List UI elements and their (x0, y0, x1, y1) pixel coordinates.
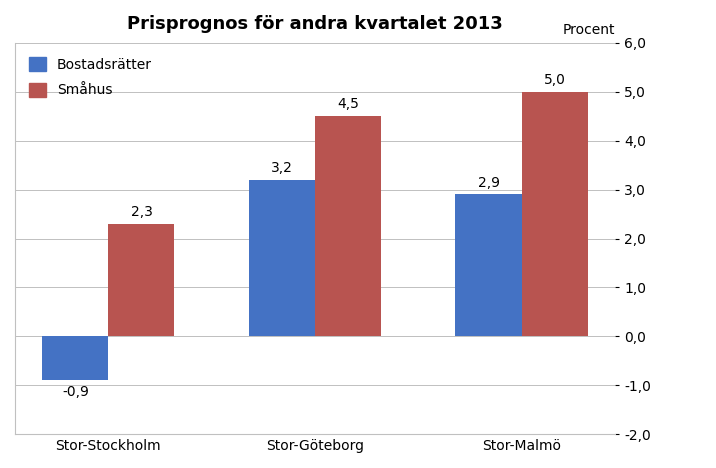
Text: 2,9: 2,9 (478, 176, 500, 190)
Bar (315, 116, 381, 336)
Bar (455, 195, 521, 336)
Text: -0,9: -0,9 (62, 385, 89, 399)
Text: 2,3: 2,3 (130, 205, 153, 219)
Bar (42, 336, 108, 380)
Text: 5,0: 5,0 (543, 73, 566, 87)
Text: Procent: Procent (563, 23, 615, 37)
Legend: Bostadsrätter, Småhus: Bostadsrätter, Småhus (22, 50, 159, 104)
Bar (108, 224, 175, 336)
Bar (521, 92, 588, 336)
Bar (249, 180, 315, 336)
Text: 3,2: 3,2 (271, 161, 293, 175)
Title: Prisprognos för andra kvartalet 2013: Prisprognos för andra kvartalet 2013 (127, 15, 503, 33)
Text: 4,5: 4,5 (337, 97, 359, 111)
